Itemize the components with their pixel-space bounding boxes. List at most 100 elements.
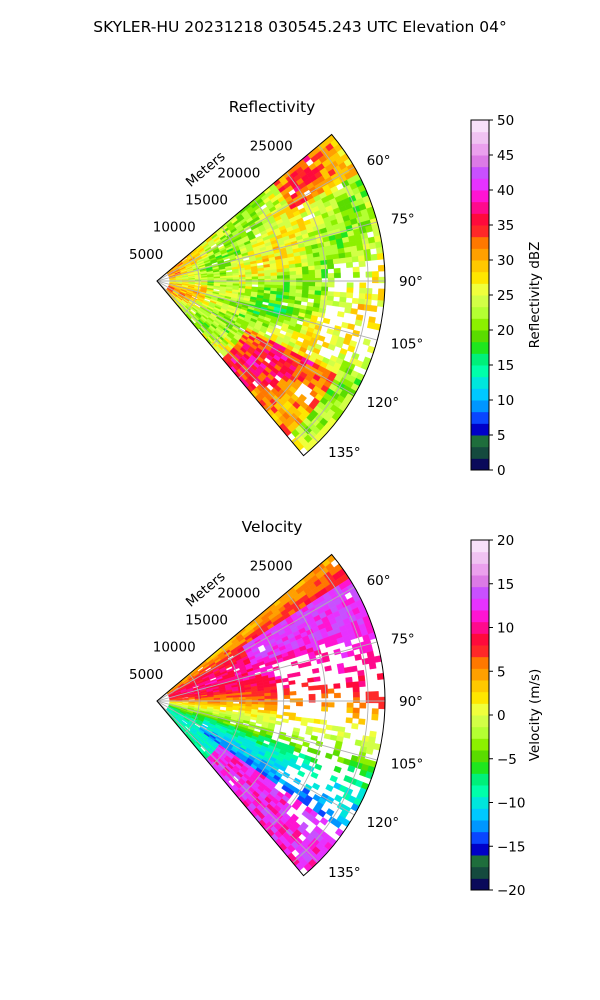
velocity-cell bbox=[352, 712, 360, 719]
reflectivity-cell bbox=[339, 257, 347, 264]
reflectivity-cell bbox=[327, 343, 336, 351]
reflectivity-colorbar-swatch bbox=[471, 388, 489, 401]
reflectivity-cell bbox=[322, 317, 331, 325]
velocity-cell bbox=[316, 657, 324, 665]
velocity-cell bbox=[258, 696, 265, 700]
velocity-cell bbox=[350, 665, 358, 673]
reflectivity-cell bbox=[264, 272, 272, 277]
reflectivity-cell bbox=[352, 271, 360, 278]
velocity-cell bbox=[365, 697, 373, 704]
velocity-cell bbox=[351, 723, 359, 730]
reflectivity-cell bbox=[332, 258, 341, 265]
velocity-cell bbox=[371, 713, 379, 721]
reflectivity-colorbar-swatch bbox=[471, 201, 489, 214]
reflectivity-panel: Reflectivity 500010000150002000025000Met… bbox=[129, 98, 543, 479]
velocity-cell bbox=[333, 765, 342, 774]
velocity-colorbar-tick: 0 bbox=[497, 708, 506, 724]
velocity-frame bbox=[156, 553, 386, 877]
reflectivity-colorbar-swatch bbox=[471, 411, 489, 424]
velocity-cell bbox=[327, 702, 335, 708]
reflectivity-radial-tick: 25000 bbox=[250, 138, 293, 154]
reflectivity-cell bbox=[321, 273, 329, 279]
velocity-cell bbox=[258, 701, 265, 705]
reflectivity-colorbar-swatch bbox=[471, 248, 489, 261]
velocity-colorbar-swatch bbox=[471, 680, 489, 693]
velocity-cell bbox=[347, 765, 356, 773]
reflectivity-cell bbox=[371, 293, 379, 301]
reflectivity-colorbar-swatch bbox=[471, 365, 489, 378]
velocity-colorbar-swatch bbox=[471, 831, 489, 844]
velocity-cell bbox=[325, 808, 335, 817]
reflectivity-ring bbox=[238, 199, 285, 379]
reflectivity-colorbar-swatch bbox=[471, 283, 489, 296]
velocity-colorbar-swatch bbox=[471, 715, 489, 728]
velocity-cell bbox=[352, 681, 360, 688]
reflectivity-cell bbox=[307, 294, 315, 300]
reflectivity-cell bbox=[364, 293, 373, 300]
reflectivity-colorbar-tick: 25 bbox=[497, 288, 514, 304]
reflectivity-cell bbox=[376, 252, 385, 260]
velocity-cell bbox=[270, 698, 278, 703]
velocity-cell bbox=[281, 677, 289, 683]
reflectivity-colorbar-swatch bbox=[471, 435, 489, 448]
reflectivity-azimuth-tick: 60° bbox=[367, 153, 391, 169]
velocity-cell bbox=[378, 702, 386, 710]
reflectivity-cell bbox=[357, 249, 365, 257]
velocity-cell bbox=[354, 653, 363, 661]
reflectivity-cell bbox=[301, 297, 309, 303]
reflectivity-cell bbox=[346, 282, 354, 289]
reflectivity-cell bbox=[370, 253, 378, 261]
velocity-cell bbox=[296, 702, 303, 707]
reflectivity-grid bbox=[156, 145, 385, 444]
reflectivity-cell bbox=[270, 275, 278, 280]
reflectivity-cell bbox=[320, 290, 328, 297]
velocity-cell bbox=[318, 727, 326, 734]
reflectivity-cell bbox=[357, 255, 366, 262]
velocity-cell bbox=[264, 698, 272, 703]
velocity-cell bbox=[346, 702, 354, 709]
reflectivity-colorbar-swatch bbox=[471, 271, 489, 284]
reflectivity-cell bbox=[357, 303, 365, 311]
velocity-cell bbox=[352, 686, 360, 693]
velocity-cell bbox=[303, 661, 312, 668]
reflectivity-colorbar-swatch bbox=[471, 423, 489, 436]
reflectivity-cell bbox=[350, 308, 358, 315]
reflectivity-cell bbox=[251, 281, 259, 285]
reflectivity-colorbar: 0 5 10 15 20 25 30 35 40 45 50 Reflectivity dBZ bbox=[470, 113, 543, 479]
velocity-cell bbox=[287, 672, 295, 679]
reflectivity-cell bbox=[327, 291, 335, 297]
velocity-azimuth-tick: 90° bbox=[399, 694, 423, 710]
velocity-cell bbox=[283, 691, 291, 696]
velocity-ring bbox=[265, 592, 327, 831]
reflectivity-cell bbox=[377, 294, 385, 302]
reflectivity-colorbar-tick: 30 bbox=[497, 253, 514, 269]
reflectivity-colorbar-swatch bbox=[471, 330, 489, 343]
reflectivity-cell bbox=[314, 290, 322, 296]
reflectivity-cell bbox=[368, 242, 377, 250]
reflectivity-cell bbox=[314, 269, 322, 275]
velocity-radial-tick: 25000 bbox=[250, 558, 293, 574]
velocity-cell bbox=[324, 665, 332, 672]
velocity-cell bbox=[333, 683, 341, 689]
reflectivity-colorbar-swatch bbox=[471, 353, 489, 366]
reflectivity-cell bbox=[333, 267, 341, 274]
velocity-cell bbox=[361, 657, 370, 665]
velocity-colorbar-swatch bbox=[471, 878, 489, 891]
velocity-cell bbox=[308, 693, 316, 699]
reflectivity-cell bbox=[257, 273, 265, 277]
velocity-cell bbox=[324, 752, 333, 760]
reflectivity-cell bbox=[302, 282, 310, 287]
velocity-cell bbox=[319, 816, 329, 826]
reflectivity-cell bbox=[282, 268, 290, 273]
reflectivity-colorbar-tick: 10 bbox=[497, 393, 514, 409]
velocity-cell bbox=[378, 696, 386, 704]
reflectivity-cell bbox=[251, 276, 259, 280]
velocity-colorbar-swatch bbox=[471, 598, 489, 611]
reflectivity-azimuth-tick: 120° bbox=[367, 395, 400, 411]
reflectivity-cell bbox=[289, 271, 297, 276]
velocity-cell bbox=[175, 701, 183, 704]
velocity-colorbar-swatch bbox=[471, 540, 489, 553]
reflectivity-radial-tick: 5000 bbox=[129, 247, 163, 263]
velocity-cell bbox=[308, 685, 316, 691]
